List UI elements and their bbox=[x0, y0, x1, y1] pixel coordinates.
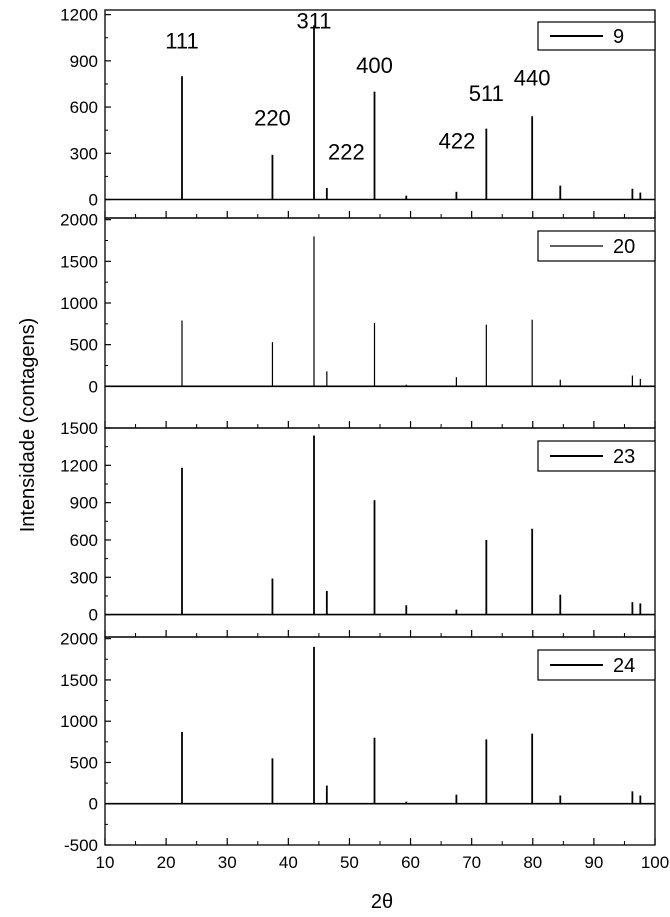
y-tick-label: 600 bbox=[70, 531, 98, 550]
x-axis-title: 2θ bbox=[371, 891, 393, 913]
y-tick-label: 0 bbox=[89, 191, 98, 210]
panels-layer: 0300600900120011122031122240042251144090… bbox=[60, 6, 656, 855]
legend-label: 24 bbox=[613, 655, 635, 677]
y-tick-label: 0 bbox=[89, 795, 98, 814]
x-tick-label: 70 bbox=[462, 853, 481, 872]
y-axis-title: Intensidade (contagens) bbox=[17, 318, 39, 533]
y-tick-label: 500 bbox=[70, 753, 98, 772]
y-tick-label: 600 bbox=[70, 98, 98, 117]
panel-9: 0 300 600 900 1200 111 220 311 222 400 422 511 440 9 bbox=[60, 6, 656, 219]
y-tick-label: 1500 bbox=[60, 419, 98, 438]
y-tick-label: 300 bbox=[70, 568, 98, 587]
y-tick-label: 500 bbox=[70, 336, 98, 355]
y-tick-label: -500 bbox=[64, 836, 98, 855]
hkl-label: 440 bbox=[514, 65, 551, 90]
x-tick-label: 100 bbox=[641, 853, 669, 872]
y-tick-label: 2000 bbox=[60, 630, 98, 649]
y-tick-label: 2000 bbox=[60, 211, 98, 230]
y-tick-label: 1200 bbox=[60, 456, 98, 475]
legend-label: 23 bbox=[613, 446, 635, 468]
y-tick-label: 1200 bbox=[60, 6, 98, 25]
x-tick-label: 80 bbox=[523, 853, 542, 872]
x-tick-label: 20 bbox=[157, 853, 176, 872]
hkl-label: 220 bbox=[254, 106, 291, 131]
x-tick-label: 90 bbox=[584, 853, 603, 872]
hkl-label: 311 bbox=[296, 8, 331, 33]
y-tick-label: 0 bbox=[89, 377, 98, 396]
panel-20: 0 500 1000 1500 2000 20 bbox=[60, 211, 656, 429]
hkl-label: 400 bbox=[356, 53, 393, 78]
legend-label: 9 bbox=[613, 26, 624, 48]
hkl-label: 222 bbox=[328, 139, 365, 164]
x-tick-label: 60 bbox=[401, 853, 420, 872]
x-tick-labels: 10 20 30 40 50 60 70 80 90 100 bbox=[96, 853, 670, 872]
y-tick-label: 900 bbox=[70, 494, 98, 513]
y-tick-label: 1000 bbox=[60, 712, 98, 731]
panel-24: -500 0 500 1000 1500 2000 24 bbox=[60, 630, 656, 855]
legend-label: 20 bbox=[613, 236, 635, 258]
x-tick-label: 50 bbox=[340, 853, 359, 872]
y-tick-label: 1000 bbox=[60, 294, 98, 313]
hkl-label: 422 bbox=[439, 129, 476, 154]
hkl-label: 111 bbox=[165, 29, 198, 54]
x-tick-label: 40 bbox=[279, 853, 298, 872]
y-tick-label: 0 bbox=[89, 606, 98, 625]
panel-23: 0 300 600 900 1200 1500 23 bbox=[60, 419, 656, 638]
y-tick-label: 900 bbox=[70, 52, 98, 71]
y-tick-label: 300 bbox=[70, 144, 98, 163]
y-tick-label: 1500 bbox=[60, 671, 98, 690]
x-tick-label: 10 bbox=[96, 853, 115, 872]
x-tick-label: 30 bbox=[218, 853, 237, 872]
y-tick-label: 1500 bbox=[60, 252, 98, 271]
hkl-label: 511 bbox=[469, 81, 504, 106]
